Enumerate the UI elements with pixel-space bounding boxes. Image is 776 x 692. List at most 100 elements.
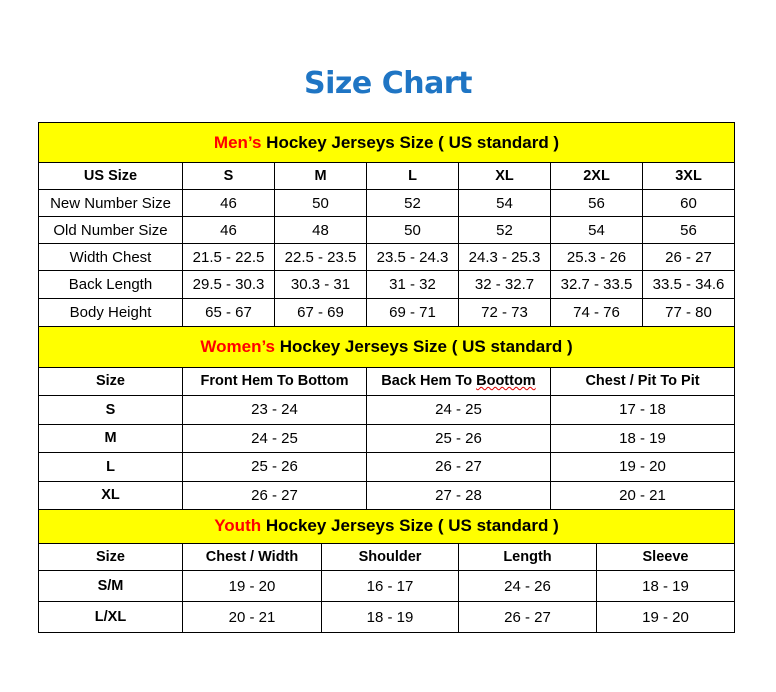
table-cell: 23.5 - 24.3 (366, 243, 459, 271)
table-cell: 33.5 - 34.6 (641, 270, 736, 299)
column-header-row: Size Front Hem To Bottom Back Hem To Boott… (38, 367, 736, 396)
table-cell: 18 - 19 (596, 570, 735, 602)
column-header: Back Hem To Boottom (366, 367, 551, 396)
table-cell: 24 - 25 (366, 395, 551, 425)
row-label: L (38, 452, 183, 482)
row-label: Old Number Size (38, 216, 183, 244)
table-cell: 25.3 - 26 (550, 243, 643, 271)
table-row: L/XL 20 - 21 18 - 19 26 - 27 19 - 20 (38, 601, 735, 633)
column-header-label: Size (95, 373, 125, 389)
mens-section-header: Men’s Hockey Jerseys Size ( US standard … (37, 122, 736, 163)
table-cell: 46 (182, 189, 275, 217)
column-header-label: US Size (83, 168, 138, 184)
table-cell: 26 - 27 (366, 452, 551, 482)
size-chart: Men’s Hockey Jerseys Size ( US standard … (37, 122, 736, 633)
youth-section-title: Youth Hockey Jerseys Size ( US standard … (38, 509, 735, 544)
womens-section-heading: Hockey Jerseys Size ( US standard ) (275, 336, 573, 356)
column-header-label: Chest / Pit To Pit (585, 373, 700, 389)
table-cell: 20 - 21 (549, 481, 736, 510)
row-label: XL (38, 481, 183, 510)
table-cell: 46 (182, 216, 275, 244)
column-header-label: XL (495, 168, 514, 184)
table-cell: 77 - 80 (641, 298, 736, 327)
column-header-label: 2XL (583, 168, 610, 184)
column-header: Shoulder (321, 543, 459, 571)
column-header-label: 3XL (675, 168, 702, 184)
table-cell: 72 - 73 (458, 298, 551, 327)
mens-section-title: Men’s Hockey Jerseys Size ( US standard … (37, 122, 736, 163)
table-row: Width Chest 21.5 - 22.5 22.5 - 23.5 23.5 - … (38, 243, 736, 271)
row-label: Width Chest (38, 243, 183, 271)
column-header-label: Sleeve (642, 549, 689, 565)
table-cell: 50 (274, 189, 367, 217)
table-cell: 21.5 - 22.5 (182, 243, 275, 271)
table-cell: 18 - 19 (549, 424, 736, 453)
column-header-label: Front Hem To Bottom (200, 373, 349, 389)
table-cell: 48 (274, 216, 367, 244)
table-row: Old Number Size 46 48 50 52 54 56 (38, 216, 736, 244)
table-cell: 26 - 27 (641, 243, 736, 271)
column-header: 2XL (550, 162, 643, 190)
table-cell: 52 (366, 189, 459, 217)
row-label: New Number Size (38, 189, 183, 217)
column-header: Sleeve (596, 543, 735, 571)
column-header: Chest / Width (182, 543, 322, 571)
table-row: M 24 - 25 25 - 26 18 - 19 (38, 424, 736, 453)
row-label: S/M (38, 570, 183, 602)
column-header: XL (458, 162, 551, 190)
womens-section-title: Women’s Hockey Jerseys Size ( US standar… (37, 327, 736, 368)
table-cell: 19 - 20 (596, 601, 735, 633)
mens-section-heading: Hockey Jerseys Size ( US standard ) (261, 132, 560, 152)
column-header: Chest / Pit To Pit (549, 367, 736, 396)
column-header: M (274, 162, 367, 190)
table-cell: 30.3 - 31 (274, 270, 367, 299)
womens-section-header: Women’s Hockey Jerseys Size ( US standar… (37, 327, 736, 368)
column-header: Length (458, 543, 597, 571)
mens-size-table: Men’s Hockey Jerseys Size ( US standard … (37, 122, 736, 327)
column-header: Front Hem To Bottom (182, 367, 367, 396)
column-header-label: Length (503, 549, 552, 565)
column-header: Size (38, 543, 183, 571)
youth-section-heading: Hockey Jerseys Size ( US standard ) (261, 516, 559, 536)
table-cell: 69 - 71 (366, 298, 459, 327)
youth-size-table: Youth Hockey Jerseys Size ( US standard … (38, 509, 735, 633)
mens-section-highlight: Men’s (213, 132, 262, 152)
column-header: Size (38, 367, 183, 396)
table-cell: 56 (550, 189, 643, 217)
table-cell: 26 - 27 (458, 601, 597, 633)
row-label: Body Height (38, 298, 183, 327)
womens-section-highlight: Women’s (200, 336, 275, 356)
youth-section-highlight: Youth (214, 516, 262, 536)
column-header: L (366, 162, 459, 190)
table-cell: 60 (641, 189, 736, 217)
spellcheck-underline: Boottom (476, 373, 536, 389)
table-cell: 54 (458, 189, 551, 217)
youth-section-header: Youth Hockey Jerseys Size ( US standard … (38, 509, 735, 544)
column-header-label: Size (95, 549, 125, 565)
row-label: S (38, 395, 183, 425)
column-header-label: M (314, 168, 327, 184)
column-header: 3XL (641, 162, 736, 190)
table-cell: 67 - 69 (274, 298, 367, 327)
table-row: New Number Size 46 50 52 54 56 60 (38, 189, 736, 217)
table-cell: 24 - 26 (458, 570, 597, 602)
column-header: S (182, 162, 275, 190)
table-row: Body Height 65 - 67 67 - 69 69 - 71 72 - 73 7… (38, 298, 736, 327)
table-row: Back Length 29.5 - 30.3 30.3 - 31 31 - 32 32… (38, 270, 736, 299)
table-cell: 74 - 76 (550, 298, 643, 327)
table-cell: 32.7 - 33.5 (550, 270, 643, 299)
table-row: S/M 19 - 20 16 - 17 24 - 26 18 - 19 (38, 570, 735, 602)
table-cell: 26 - 27 (182, 481, 367, 510)
table-cell: 50 (366, 216, 459, 244)
column-header-label: Back Hem To Boottom (381, 373, 536, 389)
table-cell: 22.5 - 23.5 (274, 243, 367, 271)
table-cell: 25 - 26 (366, 424, 551, 453)
table-row: XL 26 - 27 27 - 28 20 - 21 (38, 481, 736, 510)
column-header-row: US Size S M L XL 2XL 3XL (38, 162, 736, 190)
table-cell: 16 - 17 (321, 570, 459, 602)
column-header-label: Chest / Width (205, 549, 299, 565)
table-cell: 19 - 20 (549, 452, 736, 482)
column-header: US Size (38, 162, 183, 190)
row-label: L/XL (38, 601, 183, 633)
row-label: M (38, 424, 183, 453)
